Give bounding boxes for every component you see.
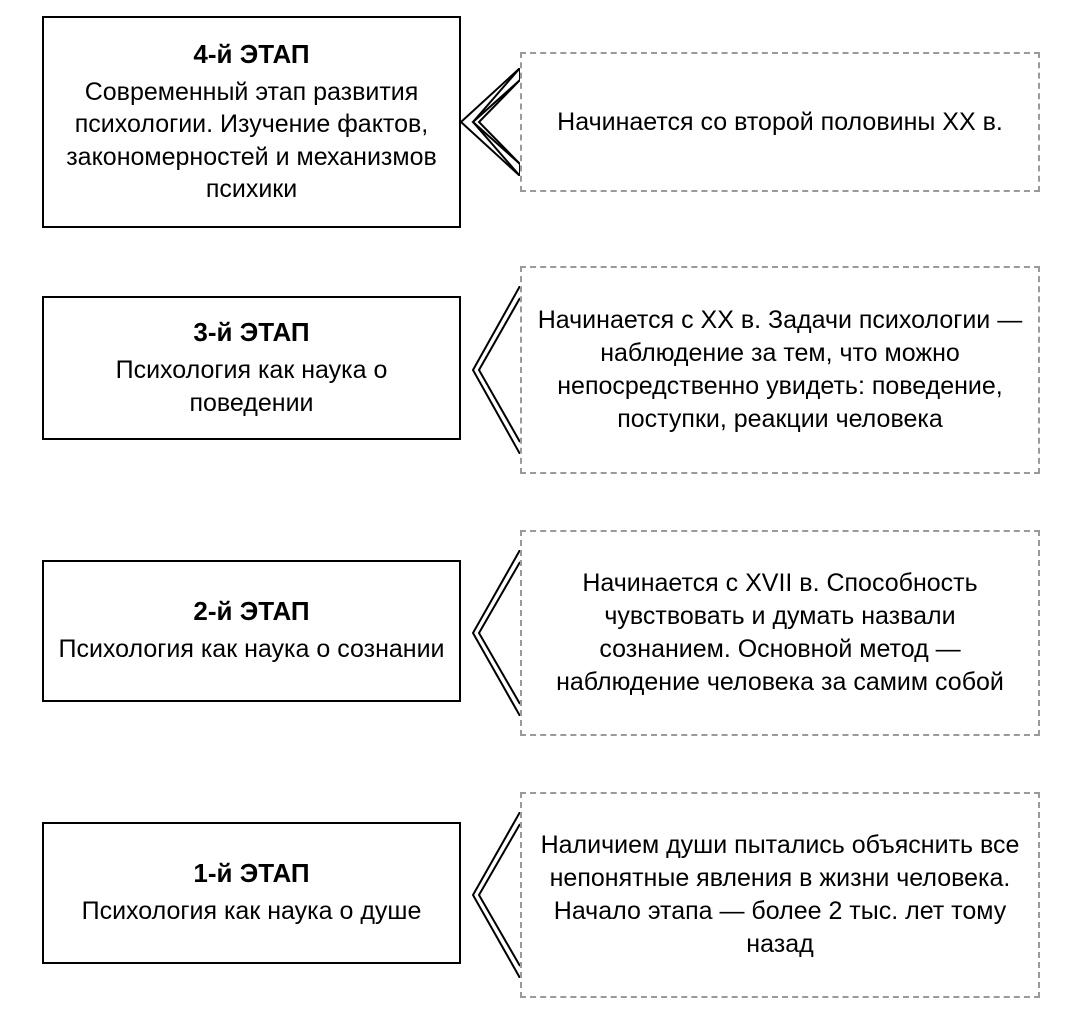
stage4-detail: Начинается со второй половины ХХ в. xyxy=(536,106,1024,139)
stage1-right-box: Наличием души пытались объяснить все неп… xyxy=(520,792,1040,998)
stage4-title: 4-й ЭТАП xyxy=(58,39,445,70)
stage2-left-box: 2-й ЭТАП Психология как наука о сознании xyxy=(42,560,461,702)
stage4-right-box: Начинается со второй половины ХХ в. xyxy=(520,52,1040,192)
stage3-description: Психология как наука о поведении xyxy=(58,354,445,419)
stage1-left-box: 1-й ЭТАП Психология как наука о душе xyxy=(42,822,461,964)
stage4-left-box: 4-й ЭТАП Современный этап развития психо… xyxy=(42,16,461,228)
stage1-arrow-icon xyxy=(461,812,520,978)
stage2-arrow-icon xyxy=(461,550,520,716)
stage2-detail: Начинается с XVII в. Способность чувство… xyxy=(536,567,1024,699)
stage4-arrow-icon xyxy=(461,68,520,176)
stages-diagram: 4-й ЭТАП Современный этап развития психо… xyxy=(0,0,1080,1026)
stage3-detail: Начинается с ХХ в. Задачи психологии — н… xyxy=(536,304,1024,436)
stage1-description: Психология как наука о душе xyxy=(58,895,445,928)
stage3-left-box: 3-й ЭТАП Психология как наука о поведени… xyxy=(42,296,461,440)
stage3-arrow-icon xyxy=(461,286,520,454)
stage3-title: 3-й ЭТАП xyxy=(58,317,445,348)
stage4-description: Современный этап развития психологии. Из… xyxy=(58,76,445,206)
stage2-description: Психология как наука о сознании xyxy=(58,633,445,666)
stage2-title: 2-й ЭТАП xyxy=(58,596,445,627)
stage2-right-box: Начинается с XVII в. Способность чувство… xyxy=(520,530,1040,736)
stage1-detail: Наличием души пытались объяснить все неп… xyxy=(536,829,1024,961)
stage1-title: 1-й ЭТАП xyxy=(58,858,445,889)
stage3-right-box: Начинается с ХХ в. Задачи психологии — н… xyxy=(520,266,1040,474)
